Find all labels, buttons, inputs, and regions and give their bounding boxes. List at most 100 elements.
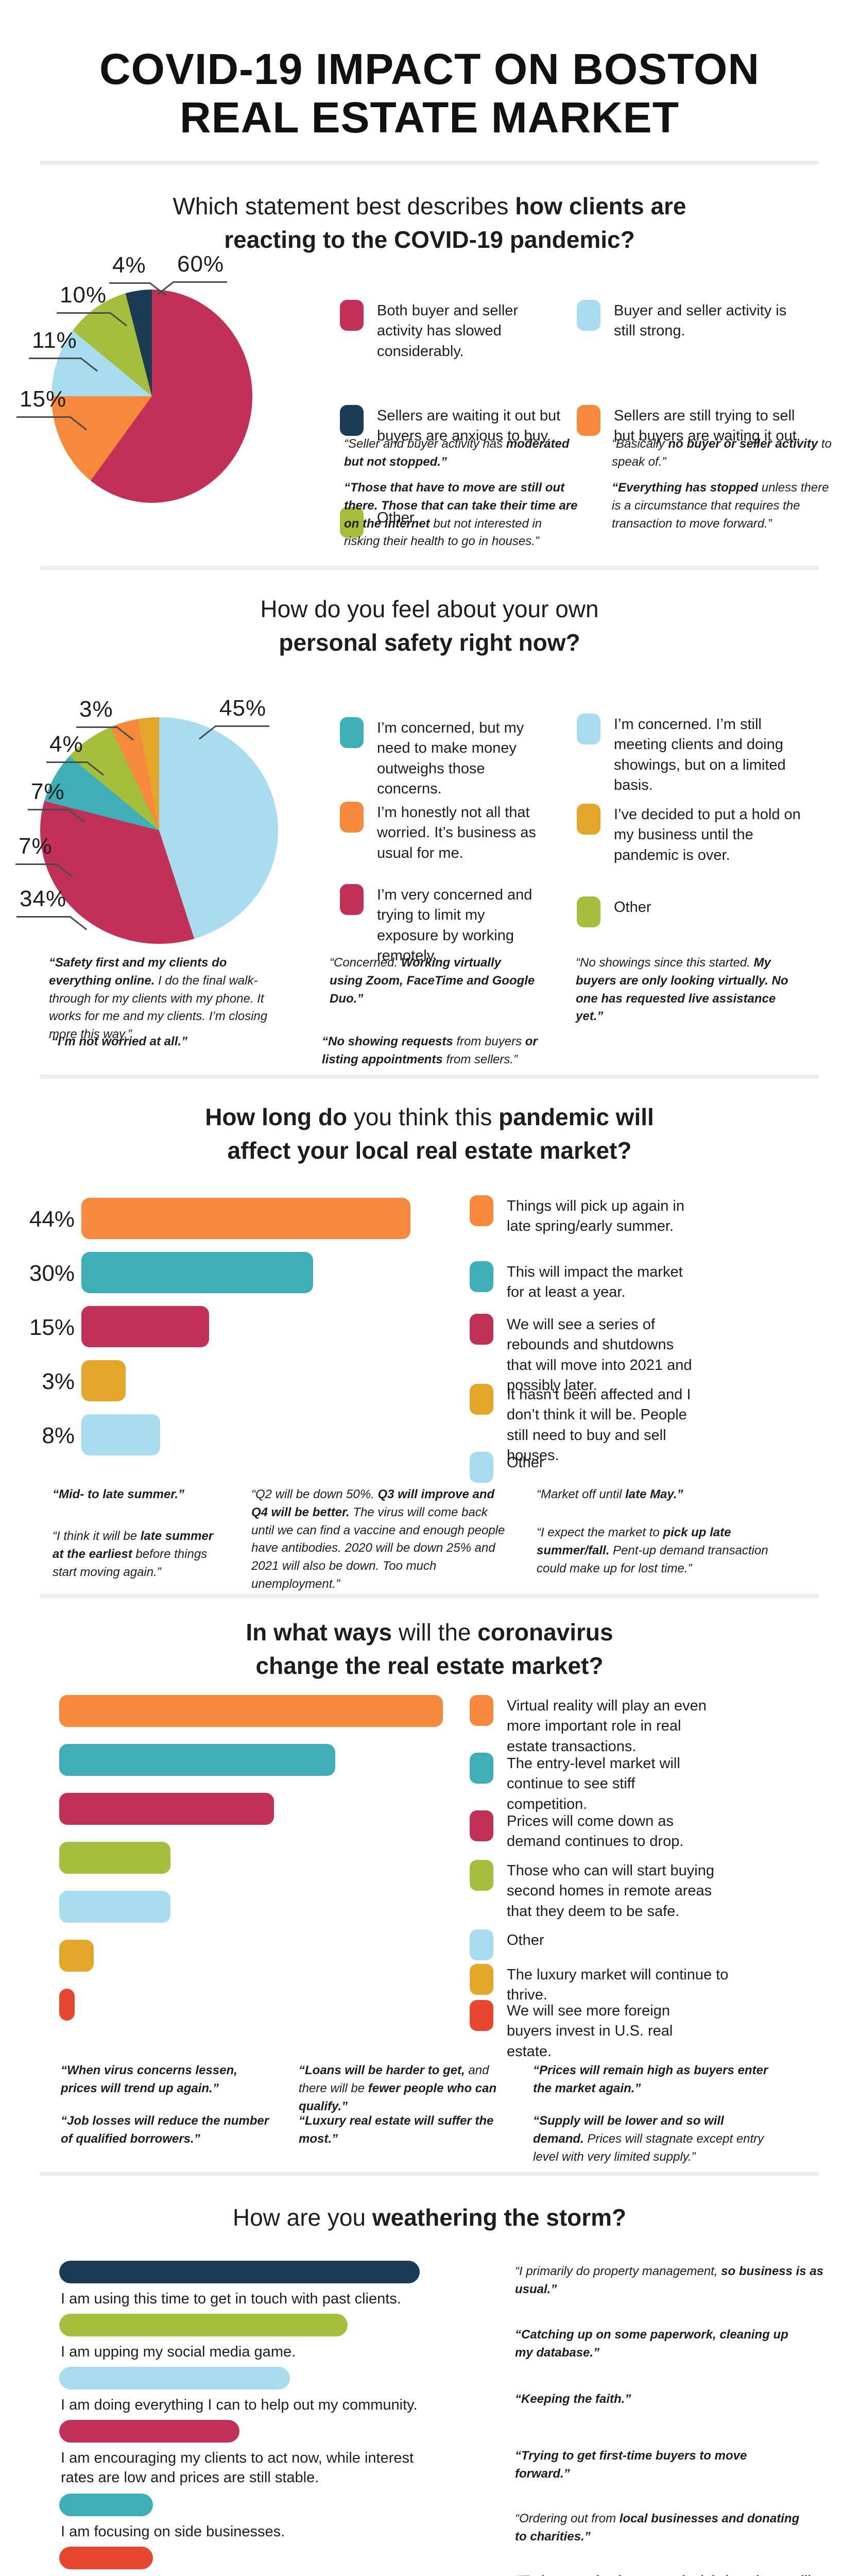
bar-encouraging-act-now: [59, 2420, 239, 2443]
legend-swatch-navy: [340, 405, 364, 436]
legend-label: Other: [507, 1454, 544, 1471]
legend-label: The entry-level market will continue to …: [507, 1755, 680, 1812]
legend-label: We will see more foreign buyers invest i…: [507, 2003, 673, 2060]
quote-working-virtually: “Concerned. Working virtually using Zoom…: [330, 956, 535, 1006]
bar-pick-up-late-spring: [81, 1198, 410, 1239]
bar-social-media: [59, 2314, 348, 2336]
legend-item-sellers-waiting: Sellers are waiting it out but buyers ar…: [340, 405, 566, 447]
legend-swatch-lightblue: [577, 714, 600, 744]
page-title-line1: COVID-19 IMPACT ON BOSTON: [99, 45, 760, 93]
quote-luxury-suffer: “Luxury real estate will suffer the most…: [299, 2114, 494, 2146]
pie1-label-15pct: 15%: [16, 386, 70, 418]
bar-rebounds-shutdowns: [81, 1306, 209, 1347]
legend-label: Other: [377, 510, 415, 526]
section1-title-line2: reacting to the COVID-19 pandemic?: [224, 226, 635, 253]
legend-label: We will see a series of rebounds and shu…: [507, 1316, 692, 1394]
bar-help-community: [59, 2367, 290, 2389]
legend-label: Other: [507, 1932, 544, 1948]
section-divider: [40, 1075, 819, 1079]
legend-label: I’m very concerned and trying to limit m…: [377, 887, 532, 964]
section1-title-line1: Which statement best describes how clien…: [173, 193, 686, 219]
legend-swatch-green: [470, 1860, 493, 1891]
legend-item-at-least-year: This will impact the market for at least…: [470, 1261, 701, 1303]
quote-late-summer-earliest: “I think it will be late summer at the e…: [53, 1529, 214, 1579]
legend-swatch-lightblue: [470, 1929, 493, 1960]
section-divider: [40, 566, 819, 570]
legend-swatch-red: [470, 2000, 493, 2031]
quote-pick-up-late-summer-fall: “I expect the market to pick up late sum…: [537, 1526, 768, 1575]
bar-value-label-3pct: 3%: [42, 1369, 75, 1394]
legend-item-other: Other: [340, 507, 566, 538]
bar-luxury-thrive: [59, 1940, 94, 1972]
quote-property-management: “I primarily do property management, so …: [515, 2264, 823, 2296]
quote-no-buyer-seller-activity: “Basically no buyer or seller activity t…: [612, 437, 832, 469]
quote-those-that-have-to-move: “Those that have to move are still out t…: [344, 481, 578, 549]
bar-other: [59, 1891, 170, 1923]
legend-swatch-golden: [577, 804, 600, 835]
bar-caption-encouraging-act-now: I am encouraging my clients to act now, …: [61, 2450, 414, 2486]
legend-label: Virtual reality will play an even more i…: [507, 1698, 707, 1755]
pie1-label-10pct: 10%: [57, 282, 110, 314]
quote-prices-trend-up: “When virus concerns lessen, prices will…: [61, 2063, 237, 2095]
legend-label: Those who can will start buying second h…: [507, 1862, 714, 1920]
quote-first-time-buyers: “Trying to get first-time buyers to move…: [515, 2449, 747, 2481]
legend-item-other: Other: [470, 1452, 701, 1483]
section-divider: [40, 161, 819, 165]
legend-swatch-teal: [470, 1753, 493, 1784]
legend-swatch-golden: [470, 1384, 493, 1415]
legend-item-limited-showings: I’m concerned. I’m still meeting clients…: [577, 714, 814, 796]
section3-title-line2: affect your local real estate market?: [227, 1137, 632, 1164]
legend-swatch-teal: [470, 1261, 493, 1292]
pie1-label-4pct: 4%: [109, 252, 149, 284]
quote-everything-has-stopped: “Everything has stopped unless there is …: [612, 481, 829, 531]
bar-prices-come-down: [59, 1793, 274, 1825]
legend-swatch-orange: [470, 1195, 493, 1226]
bar-caption-help-community: I am doing everything I can to help out …: [61, 2397, 418, 2413]
legend-swatch-lightblue: [470, 1452, 493, 1483]
legend-item-pick-up-spring: Things will pick up again in late spring…: [470, 1195, 701, 1237]
legend-item-other: Other: [470, 1929, 712, 1960]
bar-value-label-30pct: 30%: [29, 1261, 75, 1286]
quote-job-losses: “Job losses will reduce the number of qu…: [61, 2114, 269, 2146]
pie2-label-4pct: 4%: [46, 732, 87, 763]
section2-title-line2: personal safety right now?: [279, 629, 580, 656]
legend-item-need-money: I’m concerned, but my need to make money…: [340, 717, 546, 800]
legend-item-rebounds: We will see a series of rebounds and shu…: [470, 1314, 701, 1396]
bar-side-businesses: [59, 2494, 153, 2516]
legend-label: Sellers are still trying to sell but buy…: [614, 408, 801, 445]
legend-swatch-orange: [577, 405, 600, 436]
legend-label: This will impact the market for at least…: [507, 1264, 683, 1301]
bar-past-clients: [59, 2261, 420, 2283]
legend-swatch-green: [577, 896, 600, 927]
pie1-label-11pct: 11%: [29, 328, 80, 359]
bar-foreign-buyers: [59, 1989, 75, 2021]
legend-item-prices-down: Prices will come down as demand continue…: [470, 1810, 712, 1852]
page-title-line2: REAL ESTATE MARKET: [179, 93, 679, 142]
legend-item-entry-level: The entry-level market will continue to …: [470, 1753, 712, 1815]
bar-value-label-15pct: 15%: [29, 1315, 75, 1340]
legend-item-virtual-reality: Virtual reality will play an even more i…: [470, 1695, 722, 1757]
bar-value-label-8pct: 8%: [42, 1423, 75, 1448]
pie2-label-3pct: 3%: [76, 697, 116, 728]
legend-item-foreign-buyers: We will see more foreign buyers invest i…: [470, 2000, 696, 2062]
bar-caption-social-media: I am upping my social media game.: [61, 2344, 296, 2360]
section-divider: [40, 2172, 819, 2176]
legend-swatch-orange: [470, 1695, 493, 1726]
section-divider: [40, 1594, 819, 1598]
quote-no-showing-requests: “No showing requests from buyers or list…: [322, 1035, 538, 1066]
quote-maintain-schedule: “Trying to maintain some schedule in ord…: [515, 2572, 824, 2576]
legend-item-other: Other: [577, 896, 803, 927]
legend-swatch-green: [340, 507, 364, 538]
pie2-label-34pct: 34%: [16, 886, 70, 918]
quote-supply-lower: “Supply will be lower and so will demand…: [533, 2114, 764, 2164]
legend-label: I’m concerned, but my need to make money…: [377, 720, 524, 798]
legend-swatch-crimson: [470, 1314, 493, 1345]
bar-not-affected: [81, 1360, 126, 1401]
legend-label: Buyer and seller activity is still stron…: [614, 302, 787, 340]
bar-caption-side-businesses: I am focusing on side businesses.: [61, 2523, 285, 2540]
quote-moderated-not-stopped: “Seller and buyer activity has moderated…: [344, 437, 570, 469]
pie2-label-45pct: 45%: [216, 696, 270, 727]
legend-label: Other: [614, 899, 651, 916]
legend-swatch-teal: [340, 717, 364, 748]
